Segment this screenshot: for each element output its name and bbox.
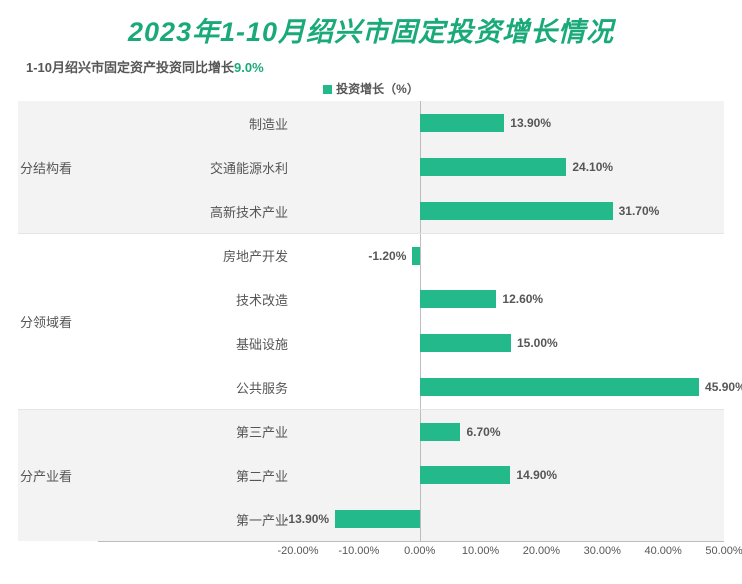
- legend-swatch: [323, 85, 332, 94]
- x-tick-label: -10.00%: [338, 545, 379, 557]
- bar: [412, 247, 419, 265]
- category-label: 第一产业: [98, 510, 298, 529]
- bar-area: 14.90%: [298, 453, 724, 497]
- bars-column: 制造业 13.90% 交通能源水利 24.10% 高新技术产业 31.70% 房地产开发 -1…: [98, 101, 724, 563]
- bar: [335, 510, 420, 528]
- x-tick-label: 0.00%: [404, 545, 435, 557]
- chart-row: 公共服务45.90%: [98, 365, 724, 409]
- category-label: 制造业: [98, 114, 298, 133]
- x-tick-label: 20.00%: [523, 545, 560, 557]
- bar-area: 13.90%: [298, 101, 724, 145]
- bar-area: 45.90%: [298, 365, 724, 409]
- category-label: 第二产业: [98, 466, 298, 485]
- legend-label: 投资增长（%）: [336, 82, 419, 96]
- bar-area: 31.70%: [298, 189, 724, 233]
- category-label: 高新技术产业: [98, 202, 298, 221]
- bar-value-label: 31.70%: [619, 204, 660, 218]
- x-tick-label: 40.00%: [644, 545, 681, 557]
- bar-value-label: 14.90%: [516, 468, 557, 482]
- category-label: 房地产开发: [98, 246, 298, 265]
- chart-row: 基础设施 15.00%: [98, 321, 724, 365]
- zero-line: [420, 234, 421, 277]
- bar: [420, 466, 511, 484]
- x-tick-label: 50.00%: [705, 545, 742, 557]
- chart-row: 第二产业 14.90%: [98, 453, 724, 497]
- bar: [420, 334, 511, 352]
- group-label: 分产业看: [18, 409, 98, 541]
- category-label: 公共服务: [98, 378, 298, 397]
- chart-row: 技术改造 12.60%: [98, 277, 724, 321]
- chart-row: 交通能源水利 24.10%: [98, 145, 724, 189]
- group-label: 分领域看: [18, 233, 98, 409]
- bar-area: 12.60%: [298, 277, 724, 321]
- bar: [420, 290, 497, 308]
- chart-row: 高新技术产业 31.70%: [98, 189, 724, 233]
- bar-value-label: -13.90%: [284, 512, 329, 526]
- chart-subtitle: 1-10月绍兴市固定资产投资同比增长9.0%: [26, 57, 724, 76]
- x-axis: -20.00% -10.00% 0.00% 10.00% 20.00% 30.00% 40.…: [98, 541, 724, 563]
- chart-body: 分结构看分领域看分产业看 制造业 13.90% 交通能源水利 24.10% 高新技术产业…: [18, 101, 724, 563]
- group-labels-column: 分结构看分领域看分产业看: [18, 101, 98, 563]
- bar: [420, 423, 461, 441]
- x-tick-label: 30.00%: [584, 545, 621, 557]
- bar-area: 6.70%: [298, 410, 724, 453]
- x-axis-ticks: -20.00%-10.00%0.00%10.00%20.00%30.00%40.…: [298, 542, 724, 563]
- subtitle-prefix: 1-10月绍兴市固定资产投资同比增长: [26, 60, 234, 75]
- bar: [420, 114, 505, 132]
- bar-value-label: 13.90%: [510, 116, 551, 130]
- bar-area: 24.10%: [298, 145, 724, 189]
- category-label: 基础设施: [98, 334, 298, 353]
- x-tick-label: -20.00%: [278, 545, 319, 557]
- chart-row: 第一产业-13.90%: [98, 497, 724, 541]
- bar-area: -13.90%: [298, 497, 724, 541]
- chart-legend: 投资增长（%）: [18, 80, 724, 97]
- zero-line: [420, 497, 421, 541]
- bar-area: -1.20%: [298, 234, 724, 277]
- category-label: 交通能源水利: [98, 158, 298, 177]
- bar: [420, 158, 567, 176]
- chart-title: 2023年1-10月绍兴市固定投资增长情况: [18, 10, 724, 49]
- bar-value-label: 24.10%: [572, 160, 613, 174]
- bar-area: 15.00%: [298, 321, 724, 365]
- bar: [420, 202, 613, 220]
- bar-value-label: 15.00%: [517, 336, 558, 350]
- bar-value-label: 45.90%: [705, 380, 742, 394]
- x-tick-label: 10.00%: [462, 545, 499, 557]
- chart-row: 第三产业 6.70%: [98, 409, 724, 453]
- category-label: 第三产业: [98, 422, 298, 441]
- bar-value-label: -1.20%: [368, 249, 406, 263]
- bar: [420, 378, 699, 396]
- bar-value-label: 12.60%: [502, 292, 543, 306]
- group-label: 分结构看: [18, 101, 98, 233]
- category-label: 技术改造: [98, 290, 298, 309]
- chart-row: 制造业 13.90%: [98, 101, 724, 145]
- chart-row: 房地产开发 -1.20%: [98, 233, 724, 277]
- subtitle-value: 9.0%: [234, 60, 264, 75]
- chart-container: 2023年1-10月绍兴市固定投资增长情况 1-10月绍兴市固定资产投资同比增长…: [0, 0, 742, 584]
- bar-value-label: 6.70%: [466, 425, 500, 439]
